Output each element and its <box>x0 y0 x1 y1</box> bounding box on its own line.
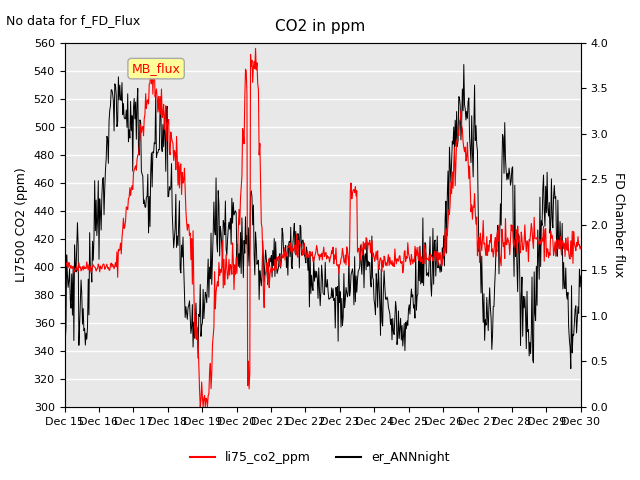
Legend: li75_co2_ppm, er_ANNnight: li75_co2_ppm, er_ANNnight <box>186 446 454 469</box>
Text: CO2 in ppm: CO2 in ppm <box>275 19 365 34</box>
Text: No data for f_FD_Flux: No data for f_FD_Flux <box>6 14 141 27</box>
Y-axis label: LI7500 CO2 (ppm): LI7500 CO2 (ppm) <box>15 168 28 282</box>
Text: MB_flux: MB_flux <box>132 62 180 75</box>
Y-axis label: FD Chamber flux: FD Chamber flux <box>612 172 625 277</box>
